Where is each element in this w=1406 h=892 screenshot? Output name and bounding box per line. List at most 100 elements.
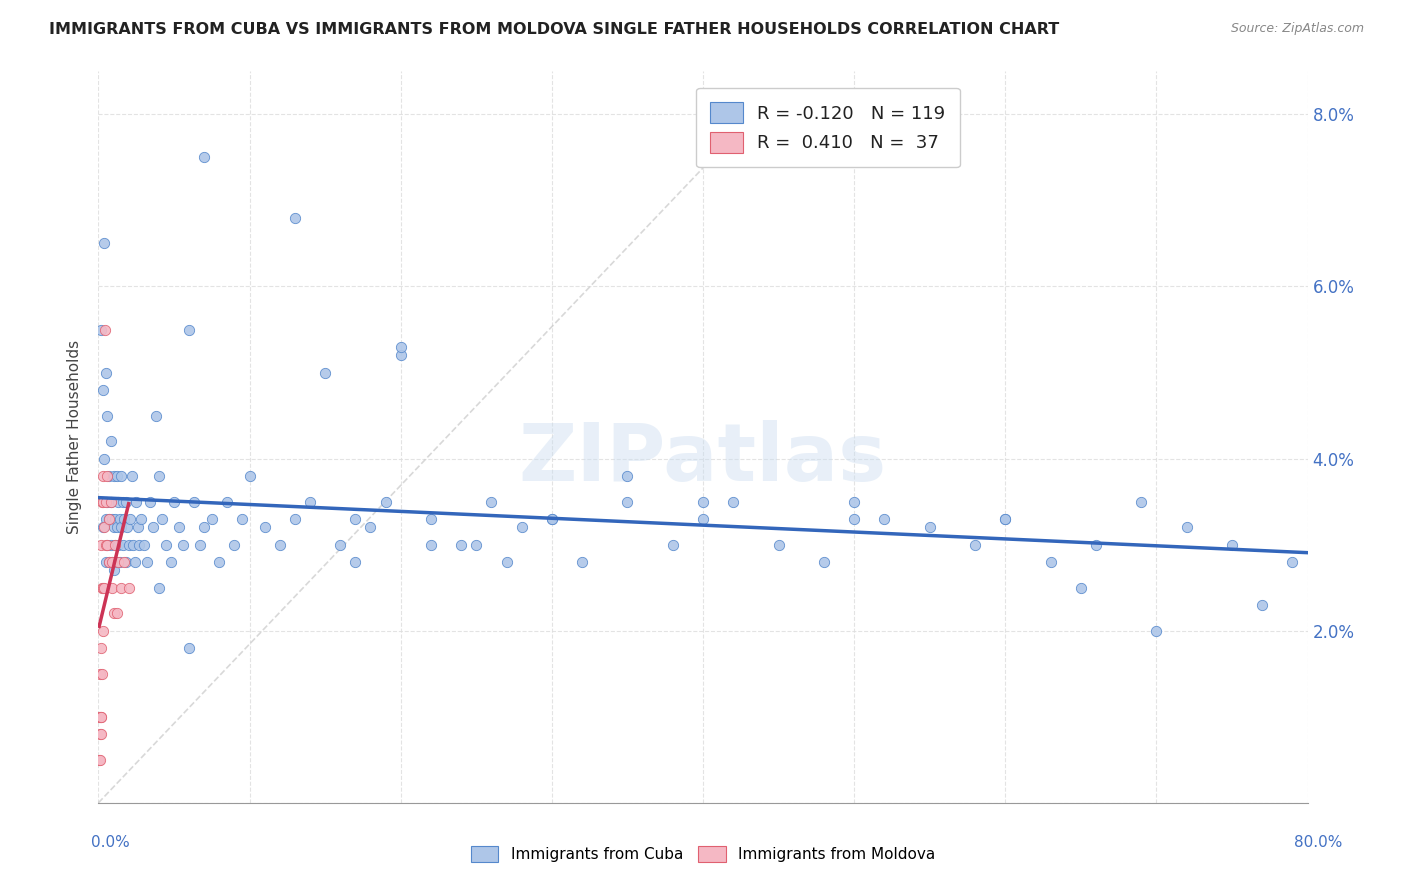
Point: [172, 538, 194, 552]
Text: IMMIGRANTS FROM CUBA VS IMMIGRANTS FROM MOLDOVA SINGLE FATHER HOUSEHOLDS CORRELA: IMMIGRANTS FROM CUBA VS IMMIGRANTS FROM …: [49, 22, 1060, 37]
Point: [104, 512, 127, 526]
Point: [115, 520, 138, 534]
Point: [844, 494, 866, 508]
Point: [1144, 624, 1167, 638]
Point: [540, 512, 562, 526]
Point: [94, 366, 117, 380]
Point: [101, 512, 124, 526]
Legend: R = -0.120   N = 119, R =  0.410   N =  37: R = -0.120 N = 119, R = 0.410 N = 37: [696, 87, 960, 168]
Point: [813, 555, 835, 569]
Point: [110, 520, 132, 534]
Point: [108, 555, 131, 569]
Point: [111, 538, 134, 552]
Point: [89, 710, 111, 724]
Point: [121, 468, 143, 483]
Point: [160, 555, 183, 569]
Point: [96, 538, 118, 552]
Point: [114, 494, 136, 508]
Point: [571, 555, 593, 569]
Point: [112, 555, 135, 569]
Point: [96, 538, 118, 552]
Point: [844, 512, 866, 526]
Point: [616, 494, 638, 508]
Point: [112, 512, 135, 526]
Point: [122, 538, 145, 552]
Point: [179, 322, 201, 336]
Point: [420, 538, 443, 552]
Point: [1070, 581, 1092, 595]
Point: [89, 753, 111, 767]
Point: [101, 555, 124, 569]
Point: [188, 538, 211, 552]
Point: [994, 512, 1017, 526]
Point: [128, 538, 150, 552]
Point: [167, 520, 190, 534]
Point: [344, 512, 367, 526]
Point: [94, 322, 117, 336]
Point: [107, 538, 129, 552]
Point: [98, 555, 121, 569]
Point: [90, 640, 112, 655]
Point: [344, 555, 367, 569]
Point: [114, 555, 136, 569]
Point: [918, 520, 941, 534]
Point: [723, 494, 745, 508]
Y-axis label: Single Father Households: Single Father Households: [67, 340, 83, 534]
Point: [93, 236, 115, 251]
Point: [103, 564, 125, 578]
Point: [269, 538, 291, 552]
Point: [91, 520, 114, 534]
Point: [142, 520, 165, 534]
Point: [91, 666, 114, 681]
Point: [94, 512, 117, 526]
Point: [965, 538, 987, 552]
Point: [193, 150, 215, 164]
Point: [139, 494, 162, 508]
Point: [510, 520, 533, 534]
Point: [89, 666, 111, 681]
Point: [1251, 598, 1274, 612]
Point: [224, 538, 246, 552]
Point: [193, 520, 215, 534]
Point: [93, 451, 115, 466]
Point: [127, 520, 149, 534]
Point: [239, 468, 262, 483]
Point: [110, 468, 132, 483]
Point: [105, 520, 128, 534]
Point: [481, 494, 503, 508]
Point: [129, 512, 152, 526]
Point: [661, 538, 683, 552]
Point: [314, 366, 336, 380]
Text: ZIPatlas: ZIPatlas: [519, 420, 887, 498]
Point: [495, 555, 517, 569]
Point: [91, 624, 114, 638]
Point: [98, 468, 121, 483]
Point: [90, 727, 112, 741]
Point: [103, 520, 125, 534]
Point: [89, 727, 111, 741]
Point: [100, 494, 122, 508]
Point: [104, 538, 127, 552]
Point: [201, 512, 224, 526]
Point: [100, 494, 122, 508]
Point: [208, 555, 231, 569]
Point: [231, 512, 253, 526]
Point: [93, 520, 115, 534]
Point: [89, 753, 111, 767]
Point: [873, 512, 896, 526]
Point: [1281, 555, 1303, 569]
Point: [994, 512, 1017, 526]
Point: [111, 494, 134, 508]
Point: [450, 538, 472, 552]
Point: [101, 555, 124, 569]
Point: [179, 640, 201, 655]
Point: [90, 538, 112, 552]
Point: [1175, 520, 1198, 534]
Point: [253, 520, 276, 534]
Text: 80.0%: 80.0%: [1295, 836, 1343, 850]
Point: [145, 409, 167, 423]
Point: [1085, 538, 1108, 552]
Point: [103, 607, 125, 621]
Point: [105, 555, 128, 569]
Point: [101, 581, 124, 595]
